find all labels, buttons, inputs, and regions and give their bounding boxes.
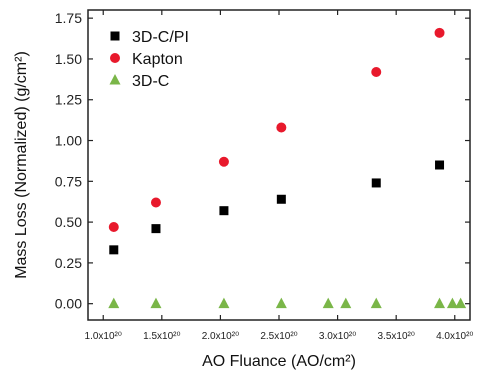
point-3d-c-pi — [151, 224, 161, 234]
point-3d-c — [434, 297, 446, 309]
legend-label: 3D-C — [132, 73, 169, 90]
y-tick-label: 0.75 — [55, 173, 82, 189]
y-tick-label: 1.75 — [55, 10, 82, 26]
y-tick-label: 1.00 — [55, 133, 82, 149]
point-kapton — [371, 67, 382, 77]
y-axis-title: Mass Loss (Normalized) (g/cm²) — [13, 51, 30, 279]
point-3d-c — [446, 297, 458, 309]
legend-marker-2 — [109, 74, 121, 85]
y-tick-label: 1.25 — [55, 92, 82, 108]
point-3d-c — [370, 297, 382, 309]
legend-label: 3D-C/PI — [132, 29, 189, 46]
point-3d-c — [150, 297, 162, 309]
y-axis: 0.00 0.25 0.50 0.75 1.00 1.25 1.50 1.75 — [55, 10, 470, 312]
point-3d-c-pi — [371, 178, 381, 188]
y-tick-label: 0.00 — [55, 296, 82, 312]
point-3d-c — [322, 297, 334, 309]
x-tick-label: 1.0x10²⁰ — [85, 331, 122, 342]
point-3d-c — [455, 297, 467, 309]
x-tick-label: 4.0x10²⁰ — [436, 331, 473, 342]
x-tick-label: 3.0x10²⁰ — [319, 331, 356, 342]
point-kapton — [434, 27, 445, 38]
point-kapton — [108, 222, 119, 232]
x-tick-label: 2.0x10²⁰ — [202, 331, 239, 342]
x-axis-title: AO Fluance (AO/cm²) — [202, 353, 356, 370]
y-tick-label: 0.25 — [55, 255, 82, 271]
legend-label: Kapton — [132, 51, 183, 68]
point-3d-c-pi — [435, 160, 445, 170]
x-tick-label: 2.5x10²⁰ — [260, 331, 297, 342]
point-kapton — [276, 122, 287, 133]
legend-marker-0 — [110, 31, 120, 41]
point-kapton — [150, 197, 161, 208]
point-3d-c — [108, 297, 120, 309]
x-tick-label: 3.5x10²⁰ — [377, 331, 414, 342]
point-3d-c-pi — [109, 245, 119, 255]
y-tick-label: 0.50 — [55, 214, 82, 230]
y-tick-label: 1.50 — [55, 51, 82, 67]
data-points — [108, 27, 467, 309]
legend: 3D-C/PI Kapton 3D-C — [109, 29, 189, 90]
x-tick-label: 1.5x10²⁰ — [143, 331, 180, 342]
point-3d-c-pi — [219, 206, 229, 216]
point-3d-c-pi — [276, 194, 286, 204]
x-axis: 1.0x10²⁰ 1.5x10²⁰ 2.0x10²⁰ 2.5x10²⁰ 3.0x10²⁰… — [85, 10, 473, 342]
point-3d-c — [218, 297, 230, 309]
point-kapton — [218, 156, 229, 167]
point-3d-c — [275, 297, 287, 309]
legend-marker-1 — [110, 53, 120, 63]
point-3d-c — [340, 297, 352, 309]
